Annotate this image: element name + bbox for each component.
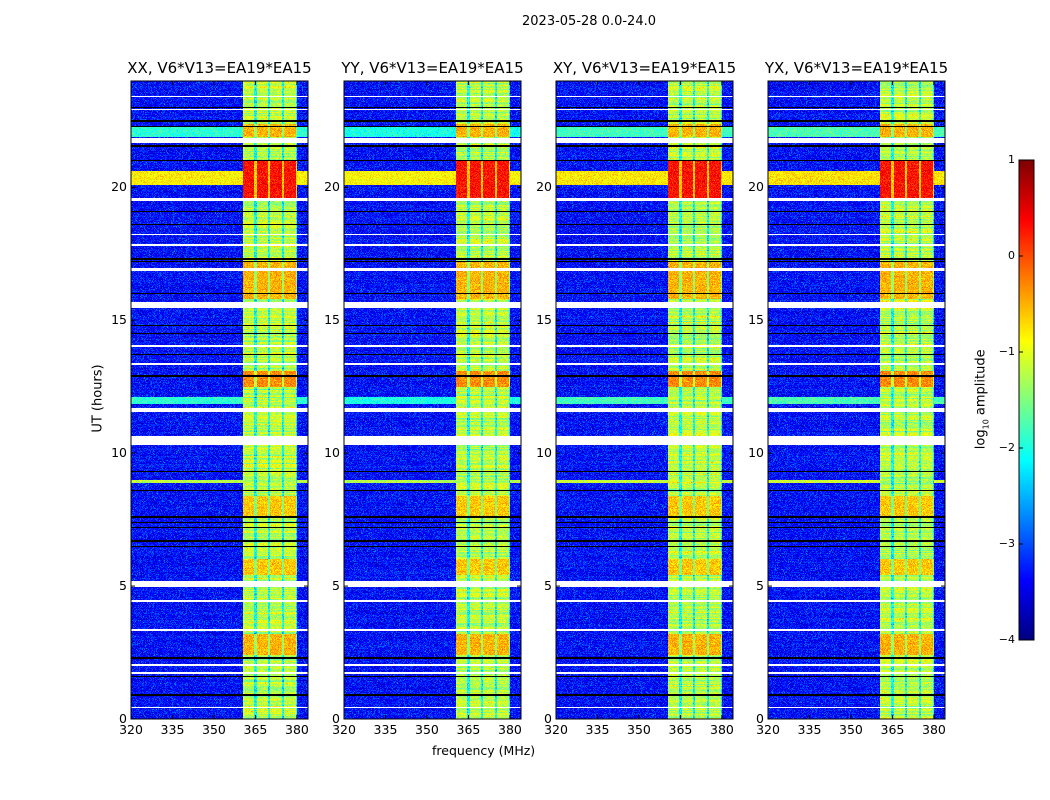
y-tick-label: 20: [748, 179, 764, 195]
y-tick-label: 20: [111, 179, 127, 195]
panel-title: YX, V6*V13=EA19*EA15: [764, 59, 949, 77]
x-tick-label: 335: [585, 722, 610, 737]
colorbar-tick-label: −2: [998, 441, 1015, 454]
figure-title: 2023-05-28 0.0-24.0: [522, 14, 656, 29]
colorbar-tick-label: −3: [998, 537, 1015, 550]
panel-title: YY, V6*V13=EA19*EA15: [341, 59, 524, 77]
spectrogram-heatmap: [344, 81, 521, 719]
y-tick-label: 5: [332, 578, 340, 594]
x-tick-label: 350: [415, 722, 439, 737]
y-tick-label: 20: [324, 179, 340, 195]
x-tick-label: 350: [839, 722, 863, 737]
x-tick-label: 380: [498, 722, 522, 737]
colorbar-tick-label: 0: [1008, 249, 1015, 262]
x-tick-label: 365: [243, 722, 268, 737]
y-tick-label: 5: [119, 578, 127, 594]
y-tick-label: 10: [748, 445, 764, 461]
colorbar-label-sub: 10: [981, 419, 991, 430]
y-tick-label: 10: [324, 445, 340, 461]
colorbar-label-rest: amplitude: [973, 349, 989, 420]
x-tick-label: 350: [627, 722, 651, 737]
x-tick-label: 320: [756, 722, 780, 737]
y-tick-label: 15: [536, 312, 552, 328]
x-tick-label: 335: [797, 722, 822, 737]
x-tick-label: 320: [544, 722, 568, 737]
spectrogram-heatmap: [768, 81, 945, 719]
colorbar-label: log10 amplitude: [974, 339, 991, 459]
y-tick-label: 0: [119, 711, 127, 726]
panel-title: XX, V6*V13=EA19*EA15: [127, 59, 312, 77]
x-tick-label: 380: [710, 722, 734, 737]
axes-frame: [343, 80, 522, 720]
axes-frame: [767, 80, 946, 720]
y-tick-label: 5: [544, 578, 552, 594]
colorbar-frame: [1018, 159, 1035, 641]
x-tick-label: 320: [119, 722, 143, 737]
colorbar-label-main: log: [973, 429, 989, 450]
y-tick-label: 20: [536, 179, 552, 195]
x-tick-label: 365: [456, 722, 481, 737]
x-tick-label: 365: [668, 722, 693, 737]
axes-frame: [555, 80, 734, 720]
colorbar-tick-label: 1: [1008, 153, 1015, 166]
y-tick-label: 0: [544, 711, 552, 726]
axes-frame: [130, 80, 309, 720]
x-axis-label: frequency (MHz): [432, 743, 536, 758]
x-tick-label: 380: [922, 722, 946, 737]
x-tick-label: 365: [880, 722, 905, 737]
y-tick-label: 10: [111, 445, 127, 461]
y-tick-label: 10: [536, 445, 552, 461]
spectrogram-heatmap: [131, 81, 308, 719]
y-tick-label: 0: [756, 711, 764, 726]
y-tick-label: 15: [111, 312, 127, 328]
x-tick-label: 320: [332, 722, 356, 737]
y-tick-label: 15: [324, 312, 340, 328]
colorbar-gradient: [1019, 160, 1034, 640]
x-tick-label: 380: [285, 722, 309, 737]
colorbar-tick-label: −4: [998, 633, 1015, 646]
spectrogram-heatmap: [556, 81, 733, 719]
x-tick-label: 350: [202, 722, 226, 737]
x-tick-label: 335: [160, 722, 185, 737]
y-tick-label: 0: [332, 711, 340, 726]
y-tick-label: 15: [748, 312, 764, 328]
colorbar-tick-label: −1: [998, 345, 1015, 358]
y-tick-label: 5: [756, 578, 764, 594]
panel-title: XY, V6*V13=EA19*EA15: [552, 59, 737, 77]
x-tick-label: 335: [373, 722, 398, 737]
